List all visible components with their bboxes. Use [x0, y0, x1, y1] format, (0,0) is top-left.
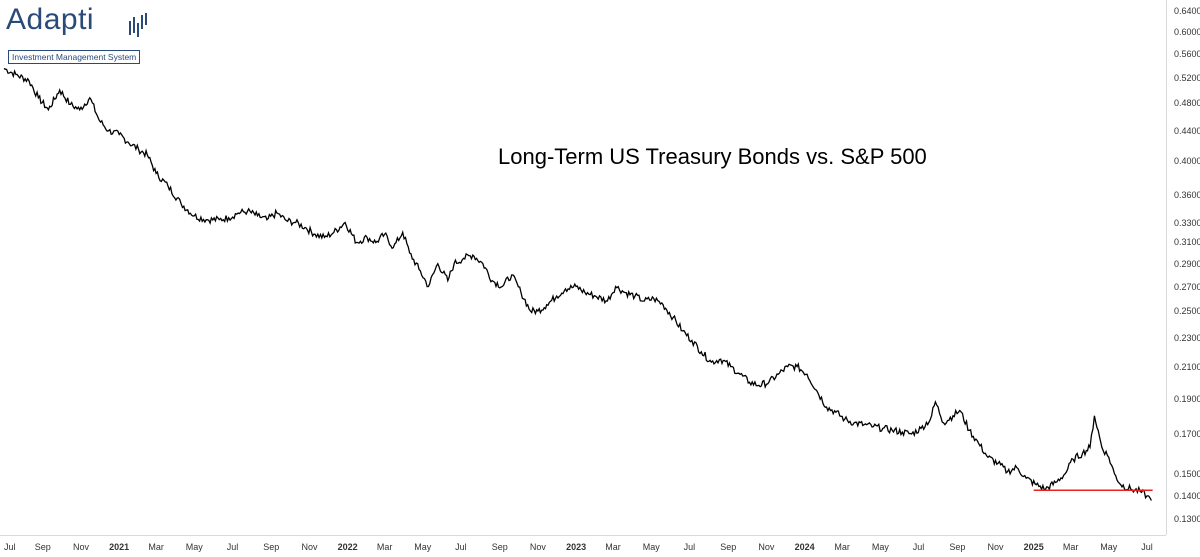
y-tick-label: 0.3100 — [1174, 237, 1200, 248]
y-tick-label: 0.4400 — [1174, 125, 1200, 136]
x-tick-label: May — [185, 542, 203, 552]
y-tick-label: 0.2100 — [1174, 361, 1200, 372]
x-tick-label: May — [414, 542, 432, 552]
plot-svg — [3, 67, 1153, 501]
x-tick-label: Nov — [72, 542, 89, 552]
x-tick-label: Sep — [949, 542, 966, 552]
y-tick-label: 0.2700 — [1174, 281, 1200, 292]
x-tick-label: May — [1100, 542, 1118, 552]
series-line-0 — [3, 67, 1152, 501]
y-axis: 0.6400 0.6000 0.5600 0.5200 0.4800 0.4400 0.40… — [1166, 0, 1200, 535]
y-tick-label: 0.6400 — [1174, 6, 1200, 17]
brand-tagline: Investment Management System — [8, 50, 141, 64]
x-tick-label: Jul — [912, 542, 925, 552]
x-tick-label: Jul — [226, 542, 239, 552]
x-tick-label: Sep — [720, 542, 737, 552]
y-tick-label: 0.1900 — [1174, 393, 1200, 404]
x-tick-label: Jul — [683, 542, 696, 552]
brand-name: Adapti — [6, 3, 95, 36]
y-tick-label: 0.5200 — [1174, 72, 1200, 83]
x-tick-label: Mar — [1062, 542, 1079, 552]
y-tick-label: 0.4000 — [1174, 156, 1200, 167]
x-tick-label: Jul — [1141, 542, 1153, 552]
x-tick-label: Sep — [263, 542, 280, 552]
brand-logo: Adapti Investment Management System — [6, 3, 156, 65]
x-tick-label: Mar — [148, 542, 164, 552]
x-tick-label: 2023 — [566, 542, 587, 552]
x-tick-label: Jul — [455, 542, 467, 552]
x-tick-label: 2022 — [337, 542, 358, 552]
logo-bars-icon — [129, 13, 147, 37]
y-tick-label: 0.3300 — [1174, 217, 1200, 228]
y-tick-label: 0.2300 — [1174, 332, 1200, 343]
y-tick-label: 0.5600 — [1174, 48, 1200, 59]
x-tick-label: Nov — [987, 542, 1004, 552]
y-tick-label: 0.1400 — [1174, 490, 1200, 501]
x-tick-label: Nov — [758, 542, 775, 552]
y-tick-label: 0.1300 — [1174, 514, 1200, 525]
y-tick-label: 0.1700 — [1174, 428, 1200, 439]
y-tick-label: 0.6000 — [1174, 26, 1200, 37]
chart-title: Long-Term US Treasury Bonds vs. S&P 500 — [498, 144, 927, 169]
x-tick-label: May — [642, 542, 660, 552]
y-tick-label: 0.2900 — [1174, 258, 1200, 269]
x-tick-label: 2021 — [109, 542, 130, 552]
x-tick-label: Mar — [376, 542, 393, 552]
x-tick-label: Sep — [491, 542, 508, 552]
x-tick-label: Jul — [4, 542, 16, 552]
x-tick-label: 2024 — [794, 542, 815, 552]
chart-area — [3, 67, 1153, 501]
y-tick-label: 0.4800 — [1174, 98, 1200, 109]
x-tick-label: 2025 — [1023, 542, 1044, 552]
x-tick-label: Mar — [834, 542, 850, 552]
y-tick-label: 0.1500 — [1174, 468, 1200, 479]
y-tick-label: 0.3600 — [1174, 189, 1200, 200]
x-tick-label: Sep — [34, 542, 51, 552]
x-tick-label: Nov — [301, 542, 318, 552]
x-tick-label: Nov — [529, 542, 546, 552]
x-tick-label: May — [871, 542, 889, 552]
y-tick-label: 0.2500 — [1174, 306, 1200, 317]
x-axis: Jul Sep Nov 2021 Mar May Jul Sep Nov 2022 Mar May Ju… — [0, 535, 1166, 557]
x-tick-label: Mar — [605, 542, 621, 552]
